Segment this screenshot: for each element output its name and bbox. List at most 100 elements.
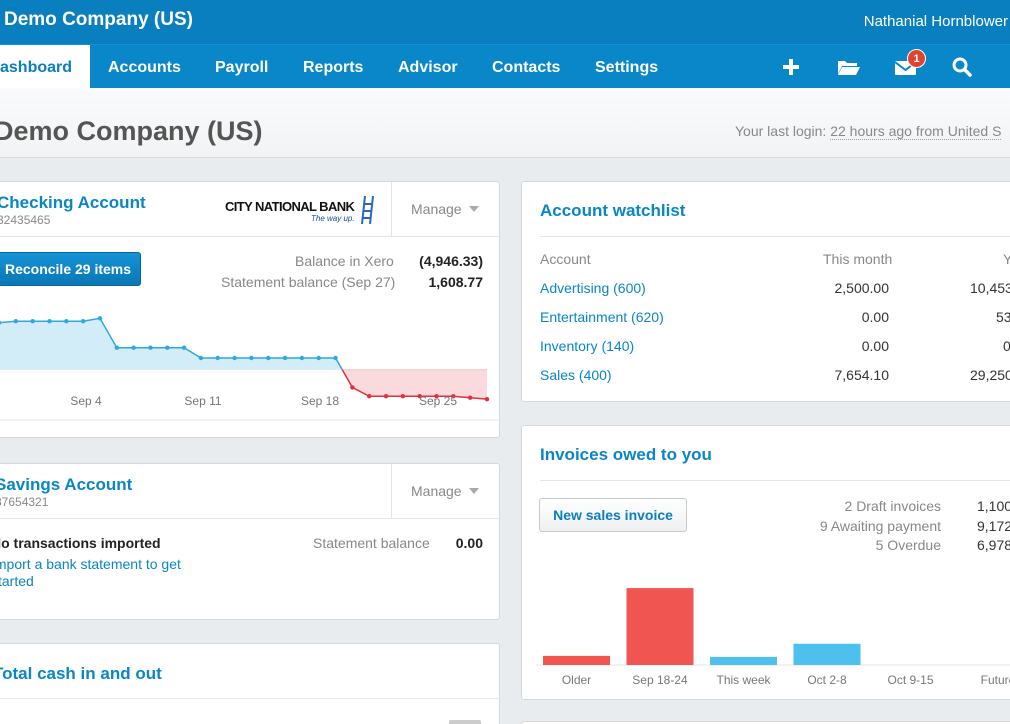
last-login-label: Your last login: <box>735 123 827 139</box>
watchlist-month-value: 2,500.00 <box>834 280 890 296</box>
savings-account-title[interactable]: Savings Account <box>0 475 133 494</box>
col-this-month: This month <box>823 251 893 267</box>
card-divider <box>540 480 1010 481</box>
last-login: Your last login: 22 hours ago from Unite… <box>735 123 1002 140</box>
invoice-bar <box>626 588 694 665</box>
negative-balance-line <box>341 369 488 400</box>
import-statement-link[interactable]: Import a bank statement to get started <box>0 556 181 589</box>
savings-account-card: Savings Account 87654321 Manage No trans… <box>0 463 501 620</box>
balance-point <box>198 355 204 361</box>
org-name[interactable]: Demo Company (US) <box>4 9 193 30</box>
account-watchlist-card: Account watchlist Account This month Y A… <box>521 181 1010 402</box>
card-divider <box>0 236 501 237</box>
checking-balance-chart: Sep 4 Sep 11 Sep 18 Sep 25 <box>0 316 501 421</box>
x-tick-label: Oct 2-8 <box>807 673 847 687</box>
watchlist-month-value: 0.00 <box>861 338 889 354</box>
watchlist-account-sales[interactable]: Sales (400) <box>540 367 612 383</box>
tab-advisor[interactable]: Advisor <box>398 59 458 76</box>
savings-account-number: 87654321 <box>0 495 49 509</box>
balance-point <box>181 345 187 350</box>
watchlist-title[interactable]: Account watchlist <box>540 201 686 220</box>
awaiting-payment-label[interactable]: 9 Awaiting payment <box>819 518 941 534</box>
user-menu[interactable]: Nathanial Hornblower <box>863 13 1008 30</box>
plus-icon[interactable] <box>778 55 804 79</box>
total-cash-title[interactable]: Total cash in and out <box>0 664 162 683</box>
savings-manage-dropdown[interactable]: Manage <box>391 464 499 518</box>
col-ytd: Y <box>1003 251 1010 267</box>
watchlist-ytd-value: 10,453 <box>970 280 1010 296</box>
search-icon[interactable] <box>950 55 976 79</box>
tab-settings[interactable]: Settings <box>595 59 659 76</box>
chevron-down-icon <box>468 488 479 494</box>
draft-invoices-value: 1,100 <box>977 498 1010 514</box>
chevron-down-icon <box>468 206 479 212</box>
tab-dashboard[interactable]: ashboard <box>0 45 90 89</box>
total-cash-card: Total cash in and out <box>0 643 501 724</box>
x-tick-label: Sep 11 <box>184 394 221 408</box>
mail-icon[interactable]: 1 <box>893 49 926 79</box>
balance-point <box>97 316 103 321</box>
card-divider <box>0 518 501 519</box>
negative-balance-area <box>342 369 487 400</box>
watchlist-month-value: 7,654.10 <box>834 367 890 383</box>
balance-point <box>400 394 406 399</box>
x-tick-label: Sep 18 <box>301 394 339 408</box>
balance-point <box>165 345 170 350</box>
invoices-title[interactable]: Invoices owed to you <box>540 445 712 464</box>
statement-balance-value: 1,608.77 <box>428 274 484 290</box>
x-tick-label: Older <box>562 673 591 687</box>
positive-balance-area <box>0 318 343 370</box>
balance-point <box>383 394 389 399</box>
balance-point <box>30 319 35 324</box>
x-tick-label: This week <box>716 673 771 687</box>
manage-label: Manage <box>411 483 462 499</box>
checking-account-title[interactable]: Checking Account <box>0 193 146 212</box>
tab-contacts[interactable]: Contacts <box>492 59 561 76</box>
watchlist-account-advertising[interactable]: Advertising (600) <box>540 280 646 296</box>
balance-point <box>64 319 69 324</box>
balance-point <box>282 355 288 361</box>
checking-account-number: 32435465 <box>0 213 51 227</box>
svg-text:CITY NATIONAL BANK: CITY NATIONAL BANK <box>225 199 356 214</box>
invoices-owed-card: Invoices owed to you New sales invoice 2… <box>521 425 1010 700</box>
bank-logo: CITY NATIONAL BANK The way up. <box>225 194 375 228</box>
chart-toggle[interactable] <box>449 720 481 724</box>
tab-accounts[interactable]: Accounts <box>108 59 181 76</box>
balance-point <box>114 345 119 350</box>
savings-statement-value: 0.00 <box>455 535 483 551</box>
draft-invoices-label[interactable]: 2 Draft invoices <box>844 498 941 514</box>
x-tick-label: Oct 9-15 <box>887 673 933 687</box>
watchlist-account-inventory[interactable]: Inventory (140) <box>540 338 635 354</box>
balance-point <box>148 345 153 350</box>
tab-reports[interactable]: Reports <box>303 59 364 76</box>
folder-icon[interactable] <box>835 55 861 79</box>
reconcile-button[interactable]: Reconcile 29 items <box>0 252 141 286</box>
no-transactions-text: No transactions imported <box>0 535 161 551</box>
balance-point <box>484 396 490 402</box>
balance-point <box>131 345 136 350</box>
x-tick-label: Sep 25 <box>419 394 457 408</box>
balance-point <box>434 394 439 399</box>
checking-manage-dropdown[interactable]: Manage <box>391 182 499 236</box>
positive-balance-line <box>0 317 343 371</box>
new-sales-invoice-button[interactable]: New sales invoice <box>539 498 687 532</box>
col-account: Account <box>540 251 591 267</box>
watchlist-account-entertainment[interactable]: Entertainment (620) <box>540 309 664 325</box>
svg-text:The way up.: The way up. <box>311 214 355 223</box>
balance-point <box>417 394 422 399</box>
watchlist-ytd-value: 0 <box>1003 338 1010 354</box>
page-title: Demo Company (US) <box>0 116 263 146</box>
overdue-label[interactable]: 5 Overdue <box>875 537 941 553</box>
balance-point <box>451 394 456 399</box>
tab-payroll[interactable]: Payroll <box>215 59 269 76</box>
balance-point <box>467 395 473 400</box>
balance-point <box>350 385 355 390</box>
invoice-bar-chart: Older Sep 18-24 This week Oct 2-8 Oct 9-15 Fu… <box>536 588 1010 687</box>
awaiting-payment-value: 9,172 <box>977 518 1010 534</box>
manage-label: Manage <box>411 201 462 217</box>
balance-point <box>249 355 254 361</box>
main-nav: ashboard Accounts Payroll Reports Adviso… <box>0 44 1010 89</box>
last-login-link[interactable]: 22 hours ago from United S <box>830 123 1002 140</box>
balance-point <box>0 320 2 325</box>
x-tick-label: Sep 18-24 <box>632 673 688 687</box>
